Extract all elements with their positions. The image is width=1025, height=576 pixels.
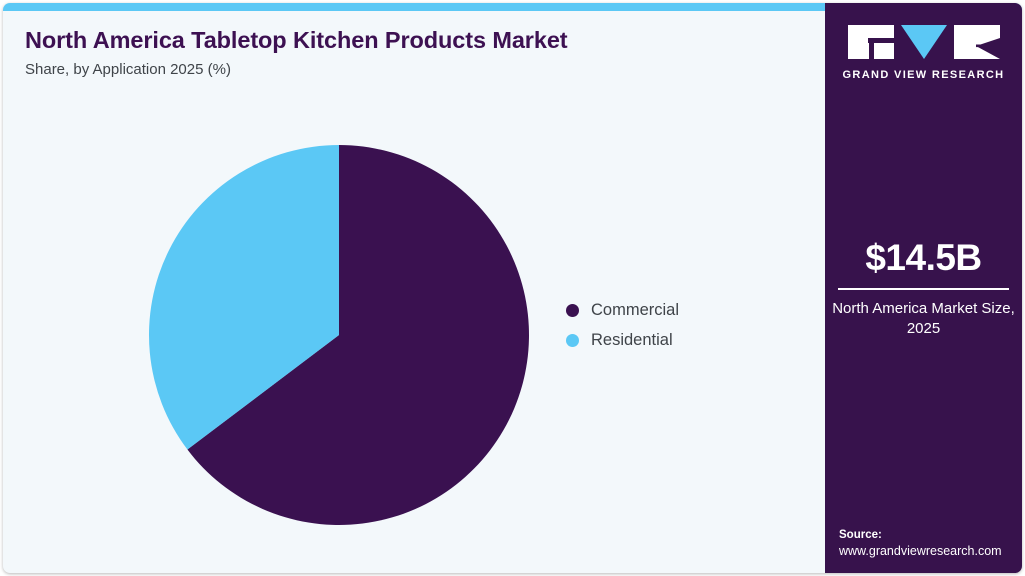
top-accent-bar — [3, 3, 1022, 11]
logo-marks — [825, 25, 1022, 60]
stat-callout: $14.5B North America Market Size, 2025 — [825, 239, 1022, 340]
page-subtitle: Share, by Application 2025 (%) — [25, 61, 231, 79]
header: North America Tabletop Kitchen Products … — [25, 27, 805, 79]
legend-swatch-commercial — [566, 303, 579, 317]
stat-divider — [838, 288, 1009, 290]
source-block: Source: www.grandviewresearch.com — [839, 528, 1022, 560]
legend-label-commercial: Commercial — [591, 300, 680, 319]
logo-g-icon — [847, 25, 894, 59]
logo-wordmark: GRAND VIEW RESEARCH — [842, 69, 1005, 81]
legend-label-residential: Residential — [591, 330, 673, 349]
logo-v-icon — [900, 25, 947, 59]
pie-slice-residential[interactable] — [148, 145, 339, 450]
stat-caption: North America Market Size, 2025 — [832, 300, 1015, 338]
stat-value: $14.5B — [865, 237, 982, 278]
legend-item-residential[interactable]: Residential — [566, 330, 679, 350]
source-label: Source: — [839, 528, 882, 541]
brand-logo: GRAND VIEW RESEARCH — [825, 25, 1022, 81]
chart-legend: Commercial Residential — [566, 300, 679, 350]
page-title: North America Tabletop Kitchen Products … — [25, 27, 568, 53]
source-url[interactable]: www.grandviewresearch.com — [839, 544, 1002, 559]
sidebar: GRAND VIEW RESEARCH $14.5B North America… — [825, 3, 1022, 573]
infographic-card: North America Tabletop Kitchen Products … — [3, 3, 1022, 573]
pie-chart — [148, 145, 529, 525]
legend-swatch-residential — [566, 333, 579, 347]
legend-item-commercial[interactable]: Commercial — [566, 300, 679, 320]
chart-area: Commercial Residential — [3, 3, 825, 573]
logo-r-icon — [953, 25, 1000, 59]
pie-slice-commercial[interactable] — [187, 145, 529, 525]
